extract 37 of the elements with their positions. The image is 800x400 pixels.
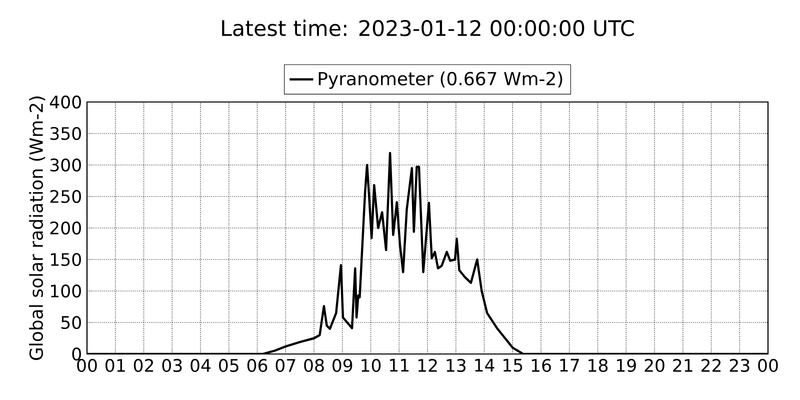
x-tick-label: 23 xyxy=(730,358,750,372)
x-tick-label: 03 xyxy=(162,358,182,372)
x-tick-label: 09 xyxy=(332,358,352,372)
y-tick-label: 400 xyxy=(50,95,81,109)
x-tick-label: 06 xyxy=(247,358,268,372)
x-tick-label: 11 xyxy=(390,358,409,372)
x-tick-label: 15 xyxy=(504,358,522,372)
y-axis-title: Global solar radiation (Wm-2) xyxy=(29,96,46,360)
y-tick-label: 350 xyxy=(50,126,81,140)
x-tick-label: 02 xyxy=(134,358,154,372)
y-tick-label: 150 xyxy=(51,252,81,266)
y-tick-label: 50 xyxy=(61,316,81,330)
x-tick-label: 12 xyxy=(418,358,437,372)
chart-title: Latest time: 2023-01-12 00:00:00 UTC xyxy=(222,20,634,36)
x-tick-label: 00 xyxy=(758,358,778,372)
x-tick-label: 04 xyxy=(190,358,211,372)
x-tick-label: 14 xyxy=(475,358,494,372)
x-tick-label: 01 xyxy=(106,358,125,372)
x-tick-label: 19 xyxy=(617,358,636,372)
x-tick-label: 17 xyxy=(560,358,579,372)
y-tick-label: 200 xyxy=(50,221,81,235)
legend-label: Pyranometer (0.667 Wm-2) xyxy=(318,72,562,89)
x-tick-label: 05 xyxy=(219,358,238,372)
x-tick-label: 16 xyxy=(532,358,551,372)
y-tick-label: 250 xyxy=(50,190,81,204)
x-tick-label: 00 xyxy=(77,358,97,372)
x-tick-label: 18 xyxy=(588,358,608,372)
x-tick-label: 10 xyxy=(362,358,381,372)
x-tick-label: 07 xyxy=(276,358,296,372)
y-tick-label: 0 xyxy=(72,347,81,361)
y-tick-label: 100 xyxy=(51,284,81,298)
x-tick-label: 13 xyxy=(446,358,466,372)
x-tick-label: 22 xyxy=(702,358,721,372)
x-tick-label: 08 xyxy=(304,358,324,372)
x-tick-label: 20 xyxy=(644,358,664,372)
y-tick-label: 300 xyxy=(50,158,81,172)
x-tick-label: 21 xyxy=(673,358,692,372)
